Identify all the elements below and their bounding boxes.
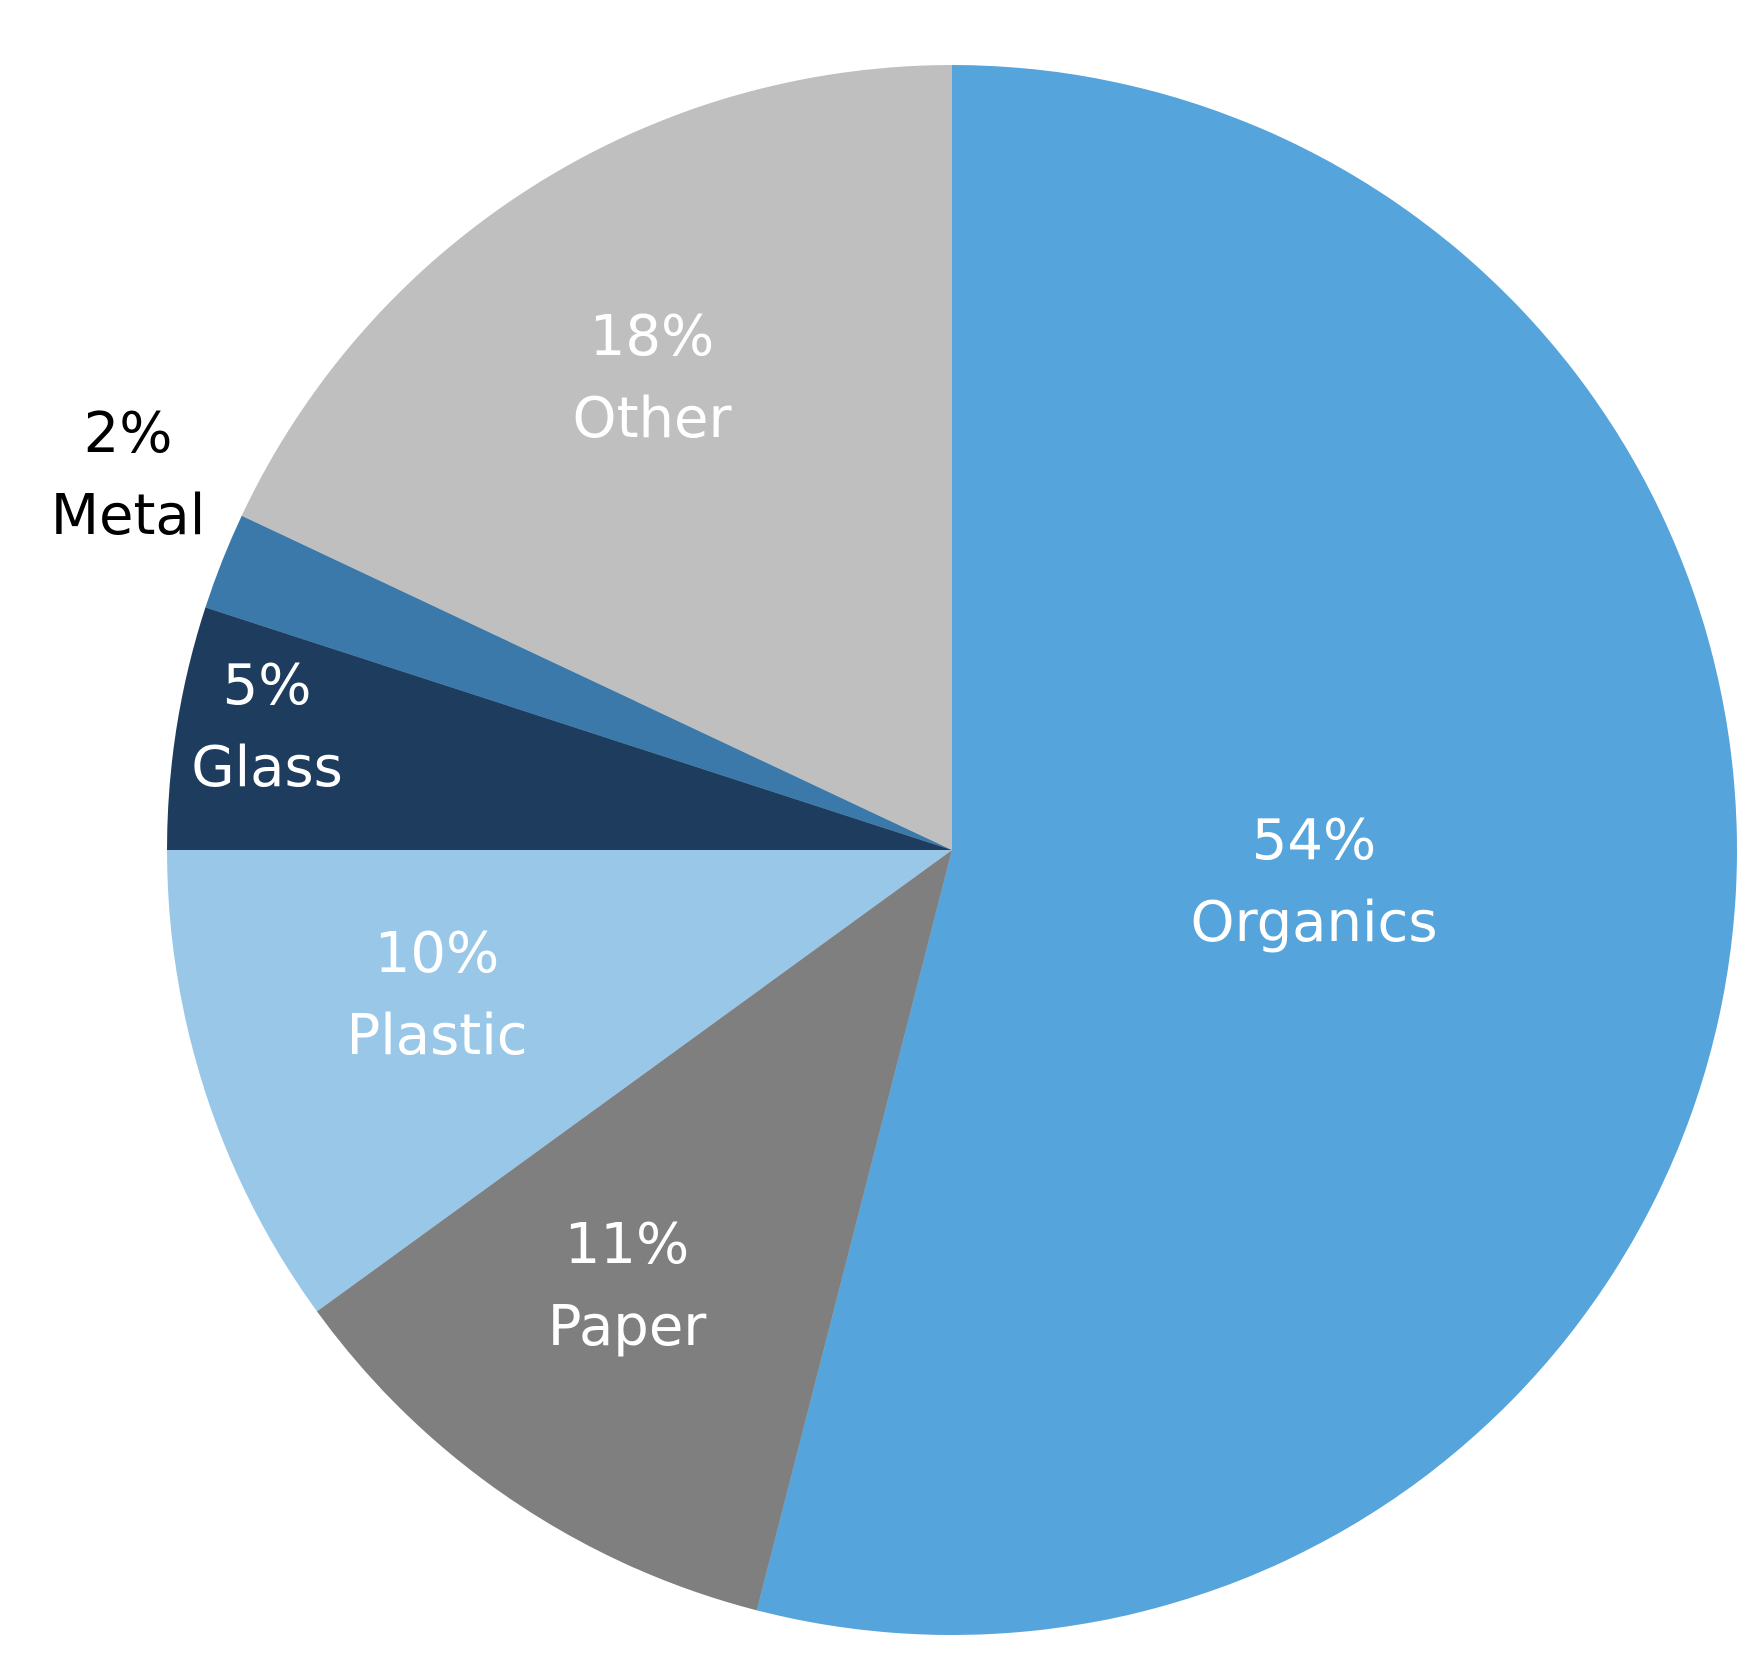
slice-label-glass: 5% Glass <box>191 653 343 800</box>
slice-category-paper: Paper <box>548 1294 708 1359</box>
slice-label-plastic: 10% Plastic <box>346 921 527 1068</box>
pie-slice-plastic <box>167 850 952 1312</box>
slice-value-metal: 2% <box>84 401 173 466</box>
slice-category-plastic: Plastic <box>346 1003 527 1068</box>
slice-category-other: Other <box>572 386 732 451</box>
pie-slice-metal <box>205 515 953 850</box>
slice-value-plastic: 10% <box>375 921 499 986</box>
slice-value-glass: 5% <box>223 653 312 718</box>
slice-category-organics: Organics <box>1191 890 1438 955</box>
slice-label-paper: 11% Paper <box>548 1212 708 1359</box>
slice-label-other: 18% Other <box>572 304 732 451</box>
slices-layer <box>167 65 1737 1636</box>
labels-layer: 54% Organics 11% Paper 10% Plastic 5% Glass 2% Me… <box>51 304 1438 1359</box>
pie-slice-organics <box>756 65 1737 1636</box>
slice-value-other: 18% <box>590 304 714 369</box>
pie-slice-glass <box>167 607 952 850</box>
slice-value-paper: 11% <box>565 1212 689 1277</box>
slice-category-metal: Metal <box>51 483 206 548</box>
pie-slice-other <box>241 65 952 850</box>
slice-category-glass: Glass <box>191 735 343 800</box>
slice-label-metal: 2% Metal <box>51 401 206 548</box>
slice-label-organics: 54% Organics <box>1191 808 1438 955</box>
pie-slice-paper <box>316 850 952 1611</box>
slice-value-organics: 54% <box>1252 808 1376 873</box>
